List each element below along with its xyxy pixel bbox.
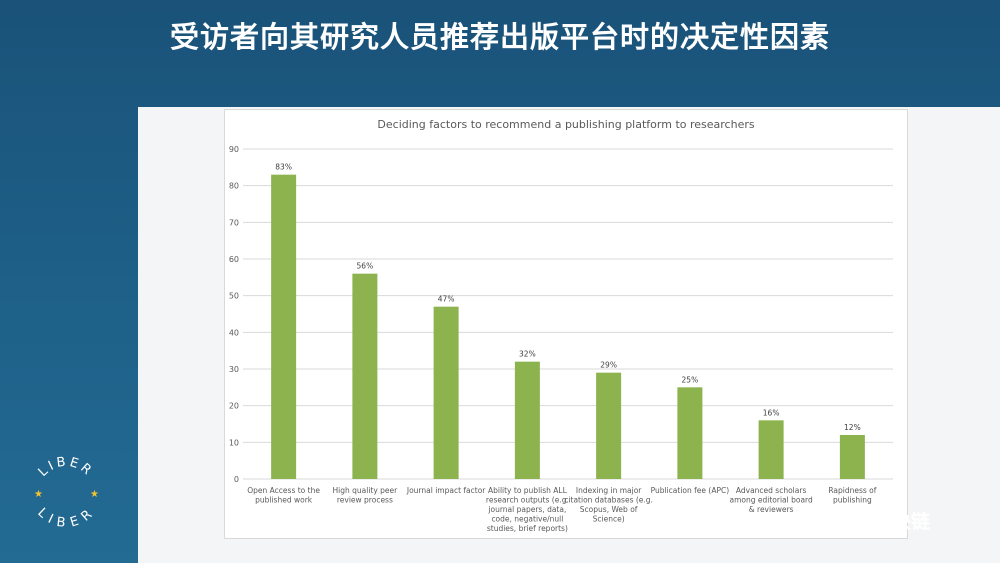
y-tick-label: 70 — [229, 218, 239, 227]
data-label: 32% — [519, 350, 536, 359]
category-label: studies, brief reports) — [487, 524, 568, 533]
watermark: 开放科学区块链 — [768, 507, 930, 534]
bar — [596, 372, 622, 479]
category-label: review process — [337, 496, 393, 505]
category-label: among editorial board — [729, 496, 813, 505]
y-tick-label: 40 — [229, 328, 239, 337]
category-label: Rapidness of — [828, 486, 876, 495]
slide-title: 受访者向其研究人员推荐出版平台时的决定性因素 — [169, 20, 830, 54]
bar — [352, 273, 378, 479]
data-label: 56% — [357, 262, 374, 271]
category-label: code, negative/null — [491, 515, 563, 524]
star-icon: ★ — [34, 489, 43, 500]
category-label: Scopus, Web of — [580, 505, 638, 514]
category-label: publishing — [833, 496, 872, 505]
y-tick-label: 50 — [229, 292, 239, 301]
liber-logo: LIBER LIBER ★ ★ — [34, 455, 99, 532]
category-label: research outputs (e.g. — [486, 496, 569, 505]
y-tick-label: 20 — [229, 402, 239, 411]
category-label: Publication fee (APC) — [651, 486, 730, 495]
data-label: 47% — [438, 295, 455, 304]
category-label: journal papers, data, — [487, 505, 566, 514]
category-label: & reviewers — [749, 505, 794, 514]
y-tick-label: 90 — [229, 145, 239, 154]
category-label: Advanced scholars — [736, 486, 807, 495]
star-icon: ★ — [90, 489, 99, 500]
y-tick-label: 30 — [229, 365, 239, 374]
category-label: Ability to publish ALL — [488, 486, 568, 495]
data-label: 29% — [600, 361, 617, 370]
category-label: High quality peer — [333, 486, 399, 495]
logo-text-top: LIBER — [36, 455, 97, 480]
category-label: Science) — [593, 515, 625, 524]
logo-text-bottom: LIBER — [34, 505, 97, 531]
data-label: 25% — [682, 375, 699, 384]
category-label: Journal impact factor — [406, 486, 486, 495]
watermark-text: 开放科学区块链 — [797, 511, 931, 533]
category-label: published work — [255, 496, 313, 505]
bar — [271, 174, 297, 479]
chart-title: Deciding factors to recommend a publishi… — [377, 118, 755, 131]
data-label: 16% — [763, 408, 780, 417]
category-label: citation databases (e.g. — [564, 496, 653, 505]
data-label: 83% — [275, 163, 292, 172]
y-tick-label: 0 — [234, 475, 239, 484]
bar-chart: 0 10 20 30 40 50 60 70 80 90 83% Open Access to the… — [229, 145, 893, 533]
category-label: Open Access to the — [247, 486, 320, 495]
chart-card: Deciding factors to recommend a publishi… — [224, 109, 908, 539]
y-tick-label: 60 — [229, 255, 239, 264]
bar — [514, 361, 540, 479]
bar — [839, 435, 865, 479]
y-tick-label: 80 — [229, 182, 239, 191]
bar — [758, 420, 784, 479]
data-label: 12% — [844, 423, 861, 432]
bar — [433, 306, 459, 479]
category-label: Indexing in major — [576, 486, 642, 495]
y-tick-label: 10 — [229, 438, 239, 447]
chat-bubble-icon — [768, 511, 792, 529]
bar — [677, 387, 703, 479]
